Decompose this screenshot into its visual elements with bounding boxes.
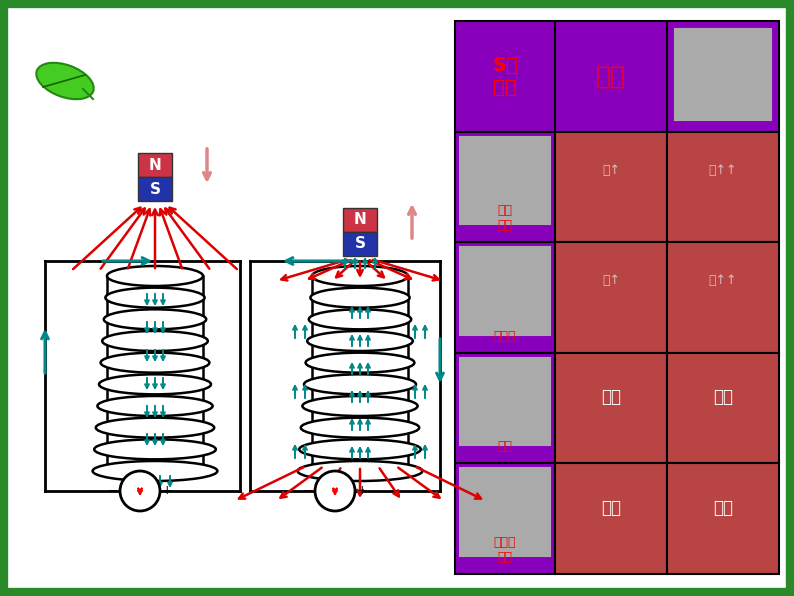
Bar <box>138 153 172 177</box>
Circle shape <box>120 471 160 511</box>
Ellipse shape <box>104 309 206 330</box>
Text: 方向: 方向 <box>498 440 512 454</box>
Ellipse shape <box>107 266 203 286</box>
Text: 变化量: 变化量 <box>494 330 516 343</box>
Text: 流磁场
方向: 流磁场 方向 <box>494 536 516 564</box>
Text: 向上: 向上 <box>713 388 733 406</box>
Text: 向↑: 向↑ <box>602 164 620 177</box>
Ellipse shape <box>102 331 208 351</box>
Ellipse shape <box>93 461 218 481</box>
Text: 磁场
方向: 磁场 方向 <box>498 204 512 232</box>
Ellipse shape <box>96 418 214 437</box>
Bar <box>455 132 555 242</box>
Text: 向↑↑: 向↑↑ <box>709 274 738 287</box>
Text: S: S <box>149 182 160 197</box>
Bar <box>555 132 667 242</box>
Text: +: + <box>357 485 368 498</box>
Bar <box>460 136 550 224</box>
Bar <box>455 353 555 464</box>
Bar <box>460 358 550 445</box>
Ellipse shape <box>303 396 418 416</box>
Text: 向上: 向上 <box>713 499 733 517</box>
Bar <box>455 464 555 574</box>
Text: −: − <box>303 485 313 498</box>
Text: 插入: 插入 <box>596 64 626 88</box>
Ellipse shape <box>301 418 419 437</box>
Ellipse shape <box>312 266 408 286</box>
Bar <box>460 468 550 556</box>
Bar <box>343 208 377 232</box>
Bar <box>675 29 771 120</box>
Bar <box>667 21 779 132</box>
Bar <box>455 242 555 353</box>
Ellipse shape <box>306 353 414 372</box>
Text: N: N <box>148 157 161 172</box>
Bar <box>460 247 550 335</box>
Ellipse shape <box>304 374 416 395</box>
Text: S极
向下: S极 向下 <box>492 56 518 97</box>
Text: 向↑↑: 向↑↑ <box>709 164 738 177</box>
Ellipse shape <box>98 396 213 416</box>
Bar <box>555 21 667 132</box>
Ellipse shape <box>299 439 421 460</box>
Ellipse shape <box>106 288 205 308</box>
Text: 向上: 向上 <box>601 388 621 406</box>
Ellipse shape <box>298 461 422 481</box>
Bar <box>455 21 555 132</box>
Ellipse shape <box>307 331 413 351</box>
Text: 向下: 向下 <box>601 499 621 517</box>
Ellipse shape <box>37 63 94 99</box>
Bar <box>555 464 667 574</box>
Ellipse shape <box>101 353 210 372</box>
Bar <box>555 353 667 464</box>
Bar <box>138 177 172 201</box>
Circle shape <box>315 471 355 511</box>
Ellipse shape <box>310 288 410 308</box>
Ellipse shape <box>309 309 411 330</box>
Text: S: S <box>354 237 365 252</box>
Text: −: − <box>107 485 118 498</box>
Ellipse shape <box>94 439 216 460</box>
Bar <box>343 232 377 256</box>
Bar <box>667 132 779 242</box>
Bar <box>667 242 779 353</box>
Text: 向↑: 向↑ <box>602 274 620 287</box>
Bar <box>555 242 667 353</box>
Ellipse shape <box>99 374 211 395</box>
Bar <box>667 464 779 574</box>
Text: N: N <box>353 213 366 228</box>
Bar <box>667 353 779 464</box>
Text: +: + <box>162 485 172 498</box>
